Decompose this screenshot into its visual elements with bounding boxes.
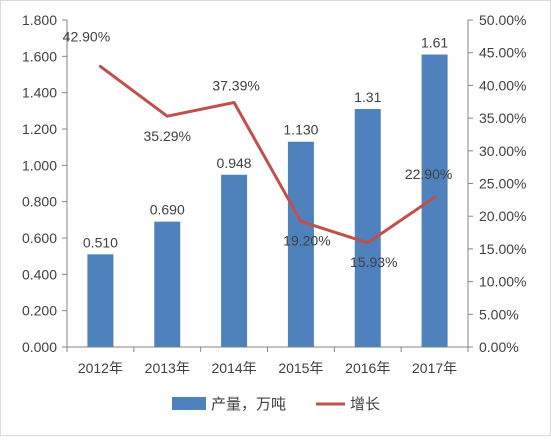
right-tick-label: 10.00% [479, 274, 526, 290]
right-tick-label: 45.00% [479, 45, 526, 61]
production-bar [87, 254, 114, 347]
bar-data-label: 0.690 [150, 202, 185, 218]
x-tick-label: 2017年 [412, 360, 457, 376]
production-bar [221, 174, 248, 347]
left-tick-label: 1.200 [22, 121, 57, 137]
growth-data-label: 22.90% [405, 166, 452, 182]
left-tick-label: 1.400 [22, 85, 57, 101]
x-tick-label: 2016年 [345, 360, 390, 376]
legend-label-growth: 增长 [350, 396, 380, 413]
bar-data-label: 1.31 [354, 89, 381, 105]
right-tick-label: 35.00% [479, 110, 526, 126]
x-tick-label: 2012年 [78, 360, 123, 376]
growth-data-label: 19.20% [283, 232, 330, 248]
legend-label-production: 产量，万吨 [211, 396, 286, 413]
x-tick-label: 2014年 [212, 360, 257, 376]
left-tick-label: 0.800 [22, 194, 57, 210]
growth-data-label: 15.93% [350, 254, 397, 270]
bar-data-label: 0.510 [83, 234, 118, 250]
left-tick-label: 0.600 [22, 230, 57, 246]
right-tick-label: 50.00% [479, 12, 526, 28]
growth-data-label: 42.90% [63, 28, 110, 44]
x-tick-label: 2013年 [145, 360, 190, 376]
production-bar [154, 221, 181, 347]
bar-data-label: 1.130 [283, 122, 318, 138]
right-tick-label: 40.00% [479, 77, 526, 93]
growth-data-label: 37.39% [212, 77, 259, 93]
right-tick-label: 15.00% [479, 241, 526, 257]
left-tick-label: 0.000 [22, 339, 57, 355]
production-bar [287, 141, 314, 347]
growth-data-label: 35.29% [144, 128, 191, 144]
bar-data-label: 0.948 [217, 155, 252, 171]
right-tick-label: 30.00% [479, 143, 526, 159]
left-tick-label: 0.200 [22, 303, 57, 319]
right-tick-label: 0.00% [479, 339, 519, 355]
growth-line [98, 64, 437, 245]
left-tick-label: 1.600 [22, 48, 57, 64]
left-tick-label: 0.400 [22, 266, 57, 282]
bar-data-label: 1.61 [421, 35, 448, 51]
right-tick-label: 5.00% [479, 306, 519, 322]
legend-swatch-production [172, 397, 206, 410]
left-tick-label: 1.000 [22, 157, 57, 173]
production-bar [421, 54, 448, 348]
left-tick-label: 1.800 [22, 12, 57, 28]
x-tick-label: 2015年 [278, 360, 323, 376]
right-tick-label: 25.00% [479, 176, 526, 192]
right-tick-label: 20.00% [479, 208, 526, 224]
production-bar [354, 109, 381, 348]
